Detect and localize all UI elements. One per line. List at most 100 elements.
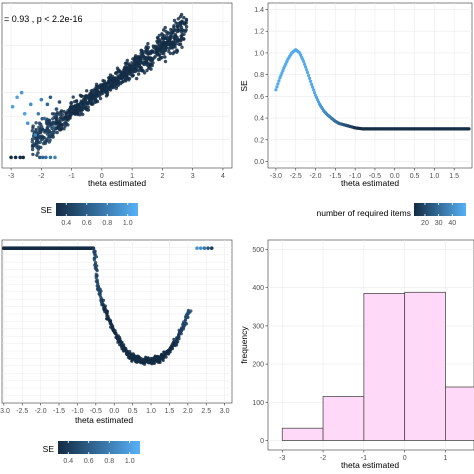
data-point	[157, 33, 161, 38]
data-point	[66, 118, 70, 122]
data-point	[137, 68, 141, 73]
x-tick-label: -1	[361, 455, 367, 462]
data-point	[278, 76, 282, 80]
data-point	[57, 127, 61, 131]
x-tick-label: 2.5	[201, 408, 211, 415]
data-point	[94, 279, 98, 283]
data-point	[176, 17, 180, 21]
data-point	[309, 79, 313, 83]
histogram-bar	[281, 427, 324, 441]
data-point	[55, 121, 59, 125]
legend-tick-label: 0.4	[63, 458, 73, 465]
data-point	[13, 155, 18, 160]
data-point	[161, 37, 165, 42]
histogram-bar	[445, 386, 474, 441]
data-point	[80, 105, 84, 109]
data-point	[136, 72, 141, 76]
data-point	[281, 69, 285, 73]
data-point	[85, 89, 89, 93]
data-point	[52, 130, 57, 135]
x-tick-label: 1.0	[430, 173, 440, 180]
data-point	[45, 137, 49, 141]
data-point	[98, 96, 103, 101]
data-point	[47, 129, 51, 133]
data-point	[57, 100, 62, 104]
data-point	[202, 246, 207, 250]
panel-top-left-scatter: -3 -2 -1 0 1 2 3 4 = 0.93 , p < 2.2e-16 theta e…	[1, 2, 233, 227]
data-point	[168, 31, 172, 35]
data-point	[152, 361, 156, 365]
data-point	[119, 71, 123, 75]
data-point	[302, 60, 306, 64]
data-point	[184, 18, 189, 23]
data-point	[37, 125, 41, 129]
data-point	[15, 95, 19, 100]
data-point	[134, 54, 138, 58]
data-point	[57, 112, 62, 117]
data-point	[142, 61, 146, 65]
data-point	[160, 33, 165, 37]
data-point	[180, 20, 184, 24]
data-point	[128, 356, 132, 360]
data-point	[25, 121, 30, 126]
x-axis-title: theta estimated	[88, 178, 146, 188]
data-point	[125, 61, 129, 66]
data-point	[146, 42, 150, 46]
data-point	[146, 52, 150, 56]
x-tick-label: 1	[443, 455, 447, 462]
y-tick-label: 0.4	[254, 116, 264, 123]
data-point	[139, 51, 143, 56]
data-point	[107, 79, 111, 83]
y-axis-title: SE	[239, 80, 249, 92]
data-point	[82, 98, 86, 102]
data-point	[82, 101, 86, 105]
data-point	[139, 49, 144, 53]
data-point	[172, 18, 177, 23]
x-axis-title: theta estimated	[341, 460, 399, 470]
data-point	[120, 80, 125, 84]
data-point	[108, 88, 113, 92]
data-point	[51, 126, 56, 130]
data-point	[158, 55, 163, 60]
x-tick-label: 0.0	[390, 173, 400, 180]
data-point	[66, 111, 71, 115]
data-point	[182, 15, 186, 20]
x-tick-label: 1.5	[449, 173, 459, 180]
data-point	[171, 51, 175, 56]
legend-tick-label: 0.6	[84, 458, 94, 465]
data-point	[303, 62, 307, 66]
data-point	[165, 35, 169, 39]
data-point	[34, 121, 38, 125]
data-point	[36, 111, 41, 116]
data-point	[46, 122, 50, 127]
data-point	[48, 95, 53, 100]
legend-tick-label: 0.4	[61, 220, 71, 227]
data-point	[144, 60, 149, 65]
data-point	[51, 117, 55, 121]
data-point	[150, 57, 154, 61]
data-point	[37, 135, 41, 139]
data-point	[274, 88, 278, 92]
y-tick-label: 0.0	[254, 159, 264, 166]
x-tick-label: -2.5	[16, 408, 28, 415]
data-point	[71, 95, 75, 99]
data-point	[93, 253, 97, 257]
data-point	[109, 81, 113, 85]
data-point	[158, 360, 162, 364]
data-point	[80, 94, 84, 98]
data-point	[162, 46, 166, 50]
data-point	[176, 340, 180, 344]
data-point	[163, 59, 168, 64]
legend-tick-label: 0.6	[82, 220, 92, 227]
x-tick-label: -3.0	[0, 408, 10, 415]
data-point	[165, 32, 169, 36]
data-point	[175, 343, 179, 347]
data-point	[177, 42, 181, 47]
data-point	[83, 103, 88, 108]
data-point	[67, 108, 72, 112]
data-point	[100, 85, 104, 90]
data-point	[159, 46, 163, 51]
x-tick-label: 0.0	[109, 408, 119, 415]
y-tick-label: 400	[252, 285, 264, 292]
x-tick-label: -1.5	[53, 408, 65, 415]
